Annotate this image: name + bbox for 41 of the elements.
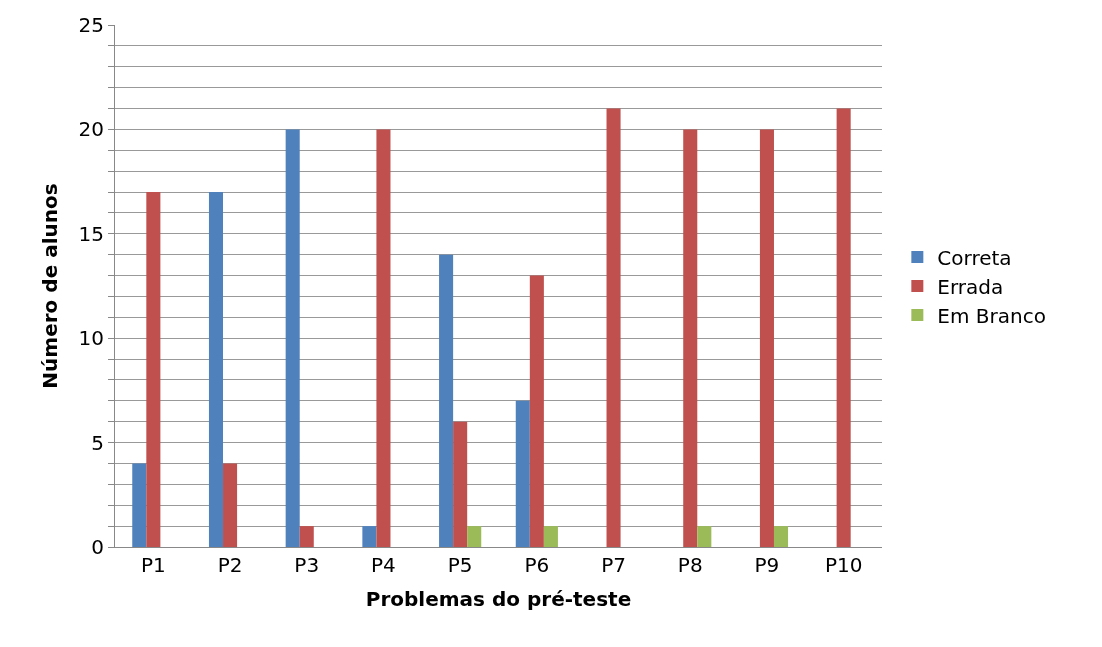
y-tick-label: 0 — [91, 535, 104, 559]
y-tick-label: 15 — [78, 221, 104, 246]
y-tick-label: 10 — [78, 326, 104, 351]
bar — [299, 526, 314, 547]
x-tick-label: P6 — [524, 553, 550, 577]
x-tick-label: P1 — [140, 553, 166, 577]
x-tick-label: P2 — [217, 553, 243, 577]
legend-label: Em Branco — [937, 303, 1046, 328]
bar — [132, 463, 147, 547]
x-tick-label: P3 — [294, 553, 320, 577]
bar — [208, 192, 224, 547]
legend-label: Errada — [937, 274, 1004, 299]
bar — [285, 129, 300, 547]
x-axis-title: Problemas do pré-teste — [365, 586, 632, 611]
y-tick-label: 20 — [78, 117, 104, 142]
x-tick-label: P8 — [677, 553, 703, 577]
bar — [223, 463, 238, 547]
x-tick-label: P10 — [824, 553, 863, 577]
bar — [773, 526, 789, 547]
x-tick-label: P9 — [754, 553, 780, 577]
bar — [697, 526, 712, 547]
x-tick-label: P4 — [371, 553, 396, 577]
y-axis-title: Número de alunos — [38, 183, 63, 389]
bar — [362, 526, 377, 547]
bar — [683, 129, 698, 547]
bar — [439, 254, 454, 547]
x-tick-label: P7 — [601, 553, 626, 577]
y-tick-label: 5 — [91, 430, 104, 455]
bar — [146, 192, 161, 547]
bar — [467, 526, 482, 547]
bar — [453, 421, 468, 547]
bar — [543, 526, 558, 547]
bar — [529, 275, 544, 547]
legend-label: Correta — [937, 245, 1012, 270]
bar — [606, 108, 621, 547]
bar — [376, 129, 391, 547]
y-tick-label: 25 — [78, 13, 104, 37]
bar — [759, 129, 774, 547]
bar — [836, 108, 851, 547]
x-tick-label: P5 — [447, 553, 473, 577]
bar — [515, 400, 530, 547]
